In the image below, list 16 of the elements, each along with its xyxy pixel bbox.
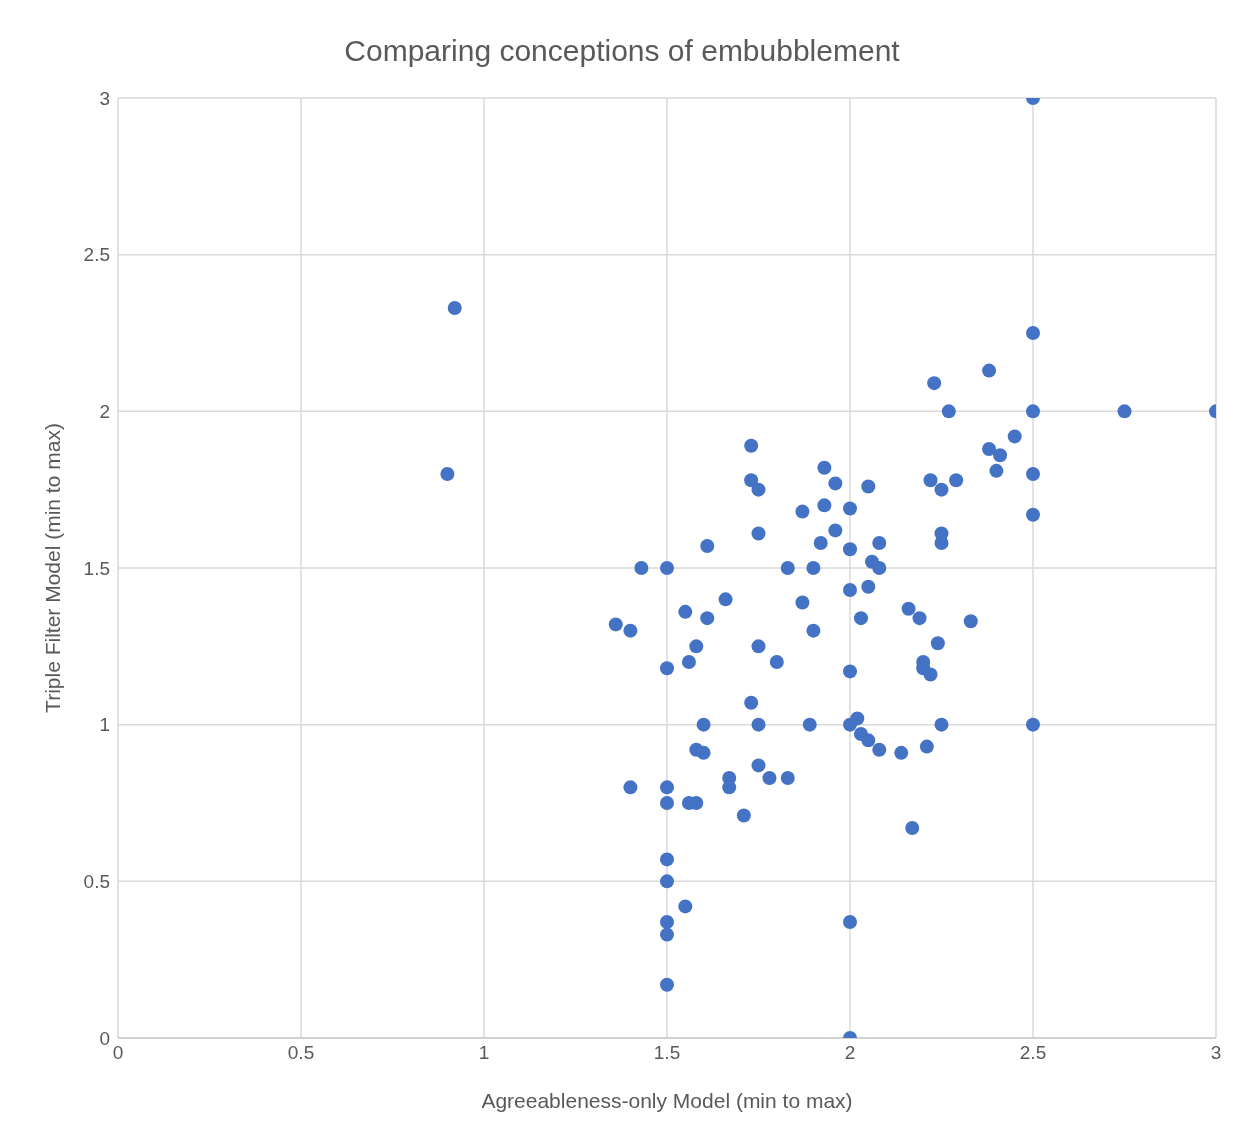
x-tick-label: 2.5	[1019, 1042, 1047, 1064]
x-tick-label: 1	[478, 1042, 490, 1064]
y-tick-label: 2	[99, 401, 110, 423]
y-tick-label: 3	[99, 87, 110, 109]
x-tick-label: 2	[844, 1042, 856, 1064]
x-tick-label: 1.5	[653, 1042, 681, 1064]
x-axis-title: Agreeableness-only Model (min to max)	[481, 1089, 853, 1112]
x-tick-label: 0.5	[287, 1042, 315, 1064]
y-tick-label: 1.5	[83, 557, 110, 579]
x-tick-label: 3	[1210, 1042, 1222, 1064]
y-tick-label: 2.5	[83, 244, 110, 266]
chart-title: Comparing conceptions of embubblement	[343, 33, 901, 69]
y-tick-label: 0.5	[83, 871, 110, 893]
y-tick-label: 0	[99, 1027, 110, 1049]
y-tick-label: 1	[99, 714, 110, 736]
y-axis-title: Triple Filter Model (min to max)	[41, 423, 65, 713]
